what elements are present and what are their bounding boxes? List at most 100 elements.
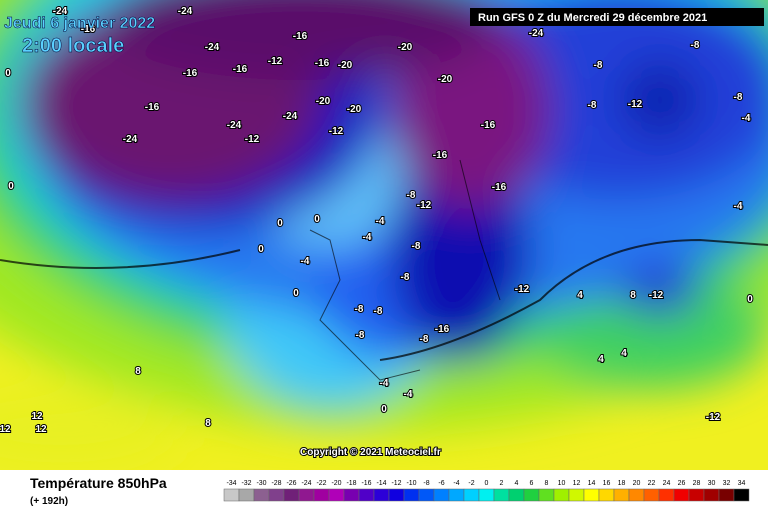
contour-label: 4	[598, 354, 604, 365]
legend-value: -10	[406, 480, 416, 487]
legend-swatch	[553, 488, 570, 502]
legend-swatch	[613, 488, 630, 502]
contour-label: -24	[205, 42, 220, 53]
legend-value: -4	[453, 480, 459, 487]
contour-label: -12	[417, 200, 432, 211]
legend-value: -14	[376, 480, 386, 487]
contour-label: -8	[374, 306, 383, 317]
legend-value: 0	[485, 480, 489, 487]
contour-label: -8	[355, 304, 364, 315]
legend-swatch	[583, 488, 600, 502]
contour-label: 12	[0, 424, 11, 435]
contour-label: -8	[420, 334, 429, 345]
legend-swatch	[703, 488, 720, 502]
contour-label: -16	[315, 58, 330, 69]
contour-label: -24	[178, 6, 193, 17]
legend-value: -6	[438, 480, 444, 487]
contour-label: -4	[734, 201, 743, 212]
legend-value: 22	[648, 480, 656, 487]
legend-swatch	[658, 488, 675, 502]
legend-value: -2	[468, 480, 474, 487]
contour-label: 0	[293, 288, 299, 299]
legend-value: -12	[391, 480, 401, 487]
legend-swatch	[463, 488, 480, 502]
legend-value: 28	[693, 480, 701, 487]
run-box	[470, 8, 764, 26]
legend-swatch	[688, 488, 705, 502]
legend-value: 6	[530, 480, 534, 487]
contour-label: -16	[433, 150, 448, 161]
legend-value: 24	[663, 480, 671, 487]
legend-swatch	[643, 488, 660, 502]
legend-swatch	[403, 488, 420, 502]
legend-value: 16	[603, 480, 611, 487]
contour-label: -16	[233, 64, 248, 75]
contour-label: -8	[691, 40, 700, 51]
contour-label: 0	[747, 294, 753, 305]
legend-value: -18	[346, 480, 356, 487]
legend-swatch	[478, 488, 495, 502]
contour-label: -4	[363, 232, 372, 243]
contour-label: 12	[31, 411, 43, 422]
contour-label: -20	[338, 60, 353, 71]
contour-label: -8	[356, 330, 365, 341]
legend-swatch	[373, 488, 390, 502]
legend-swatch	[283, 488, 300, 502]
contour-label: -16	[481, 120, 496, 131]
contour-label: -24	[53, 6, 68, 17]
legend-swatch	[508, 488, 525, 502]
legend-swatch	[538, 488, 555, 502]
contour-label: -12	[245, 134, 260, 145]
legend-value: 32	[723, 480, 731, 487]
legend-swatch	[268, 488, 285, 502]
legend-swatch	[358, 488, 375, 502]
legend-value: 12	[573, 480, 581, 487]
legend-value: -34	[226, 480, 236, 487]
legend-swatch	[418, 488, 435, 502]
legend-value: -26	[286, 480, 296, 487]
contour-label: -8	[588, 100, 597, 111]
legend-value: 20	[633, 480, 641, 487]
legend-swatch	[568, 488, 585, 502]
contour-label: -24	[227, 120, 242, 131]
legend-swatch	[388, 488, 405, 502]
contour-label: -20	[347, 104, 362, 115]
legend-swatch	[343, 488, 360, 502]
contour-label: -16	[145, 102, 160, 113]
contour-label: -8	[734, 92, 743, 103]
legend-value: 10	[558, 480, 566, 487]
legend-swatch	[223, 488, 240, 502]
contour-label: 0	[5, 68, 11, 79]
legend-swatch	[253, 488, 270, 502]
contour-label: -12	[628, 99, 643, 110]
contour-label: 8	[135, 366, 141, 377]
contour-label: -24	[283, 111, 298, 122]
contour-label: -8	[594, 60, 603, 71]
contour-label: -12	[329, 126, 344, 137]
contour-label: -16	[183, 68, 198, 79]
legend-value: 4	[515, 480, 519, 487]
contour-label: 0	[381, 404, 387, 415]
legend-value: -32	[241, 480, 251, 487]
contour-label: -8	[401, 272, 410, 283]
temperature-field	[0, 0, 768, 470]
legend-lead: (+ 192h)	[30, 496, 68, 507]
contour-label: -16	[435, 324, 450, 335]
contour-label: 8	[205, 418, 211, 429]
contour-label: -20	[398, 42, 413, 53]
legend-value: 30	[708, 480, 716, 487]
legend-swatch	[493, 488, 510, 502]
contour-label: 4	[577, 290, 583, 301]
legend-swatch	[523, 488, 540, 502]
legend-value: -20	[331, 480, 341, 487]
contour-label: -4	[376, 216, 385, 227]
contour-label: -4	[742, 113, 751, 124]
contour-label: -4	[404, 389, 413, 400]
legend-value: 8	[545, 480, 549, 487]
forecast-date: Jeudi 6 janvier 2022	[4, 15, 155, 32]
contour-label: 0	[314, 214, 320, 225]
contour-label: -12	[515, 284, 530, 295]
legend-value: -16	[361, 480, 371, 487]
